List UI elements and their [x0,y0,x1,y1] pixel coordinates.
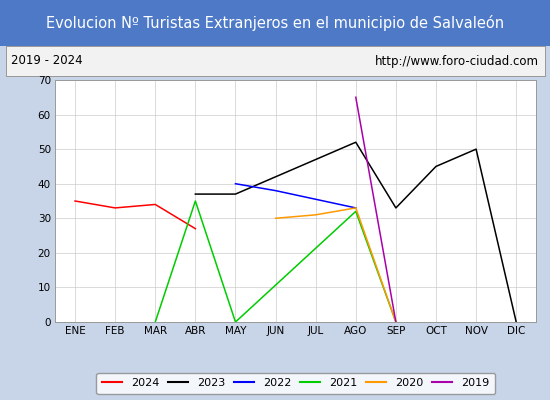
Text: 2019 - 2024: 2019 - 2024 [11,54,82,68]
Text: http://www.foro-ciudad.com: http://www.foro-ciudad.com [375,54,539,68]
Legend: 2024, 2023, 2022, 2021, 2020, 2019: 2024, 2023, 2022, 2021, 2020, 2019 [96,373,495,394]
Text: Evolucion Nº Turistas Extranjeros en el municipio de Salvaleón: Evolucion Nº Turistas Extranjeros en el … [46,15,504,31]
